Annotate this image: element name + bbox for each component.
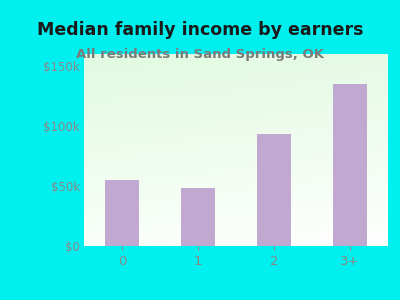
Bar — [181, 188, 215, 246]
Text: All residents in Sand Springs, OK: All residents in Sand Springs, OK — [76, 48, 324, 61]
Bar — [257, 134, 291, 246]
Text: Median family income by earners: Median family income by earners — [37, 21, 363, 39]
Bar — [333, 84, 367, 246]
Bar — [105, 180, 139, 246]
